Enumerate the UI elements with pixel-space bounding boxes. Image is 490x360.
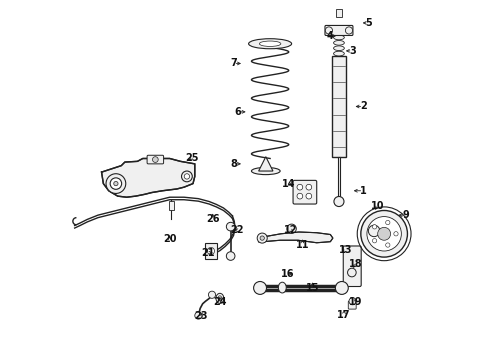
Text: 18: 18 [349, 259, 363, 269]
Text: 14: 14 [282, 179, 295, 189]
Circle shape [334, 197, 344, 207]
Circle shape [368, 225, 380, 237]
Text: 21: 21 [202, 248, 215, 258]
Text: 12: 12 [284, 225, 297, 235]
FancyBboxPatch shape [348, 301, 356, 309]
Ellipse shape [334, 41, 344, 45]
FancyBboxPatch shape [332, 56, 346, 157]
Bar [338, 157, 341, 202]
Circle shape [208, 291, 216, 298]
Text: 2: 2 [360, 102, 367, 112]
Ellipse shape [334, 46, 344, 50]
Ellipse shape [110, 178, 122, 189]
Circle shape [386, 220, 390, 225]
Circle shape [335, 282, 348, 294]
FancyBboxPatch shape [293, 180, 317, 204]
Text: 4: 4 [327, 31, 334, 41]
Ellipse shape [218, 296, 221, 301]
Circle shape [297, 193, 303, 199]
Circle shape [386, 243, 390, 247]
FancyBboxPatch shape [147, 155, 164, 164]
Circle shape [306, 184, 312, 190]
Ellipse shape [251, 167, 280, 175]
FancyBboxPatch shape [205, 243, 217, 259]
Text: 23: 23 [195, 311, 208, 320]
Circle shape [260, 236, 265, 240]
Ellipse shape [106, 174, 126, 193]
Text: 25: 25 [185, 153, 198, 163]
Circle shape [367, 217, 401, 251]
Polygon shape [259, 157, 273, 171]
Ellipse shape [248, 39, 292, 49]
Circle shape [287, 224, 296, 233]
Circle shape [361, 211, 408, 257]
Text: 5: 5 [366, 18, 372, 28]
Circle shape [226, 222, 235, 231]
Polygon shape [101, 158, 195, 197]
FancyBboxPatch shape [336, 9, 342, 17]
Text: 9: 9 [402, 210, 409, 220]
Circle shape [325, 27, 333, 34]
FancyBboxPatch shape [325, 26, 353, 36]
Ellipse shape [181, 171, 192, 182]
Circle shape [345, 27, 353, 34]
Circle shape [394, 231, 398, 236]
Text: 22: 22 [230, 225, 244, 235]
Text: 11: 11 [295, 239, 309, 249]
Circle shape [372, 239, 377, 243]
FancyBboxPatch shape [343, 246, 361, 287]
Circle shape [257, 233, 267, 243]
Circle shape [152, 157, 158, 162]
Polygon shape [259, 232, 333, 243]
Ellipse shape [334, 51, 344, 56]
Text: 8: 8 [230, 159, 237, 169]
Text: 15: 15 [306, 283, 319, 293]
Circle shape [372, 225, 377, 229]
Circle shape [378, 227, 391, 240]
Ellipse shape [278, 282, 286, 293]
Text: 20: 20 [163, 234, 176, 244]
Circle shape [347, 268, 356, 277]
Circle shape [306, 193, 312, 199]
Text: 16: 16 [281, 269, 294, 279]
Ellipse shape [216, 293, 224, 303]
Ellipse shape [114, 181, 118, 186]
Circle shape [207, 247, 215, 255]
Circle shape [254, 282, 267, 294]
Text: 24: 24 [213, 297, 227, 307]
Circle shape [195, 312, 202, 319]
Text: 7: 7 [230, 58, 237, 68]
Circle shape [349, 298, 356, 305]
Ellipse shape [259, 41, 281, 46]
Text: 26: 26 [206, 214, 220, 224]
Circle shape [297, 184, 303, 190]
Text: 19: 19 [349, 297, 363, 307]
Bar [169, 201, 174, 210]
Ellipse shape [184, 174, 190, 179]
Text: 13: 13 [339, 245, 352, 255]
Circle shape [226, 252, 235, 260]
Text: 1: 1 [360, 186, 367, 196]
Text: 17: 17 [337, 310, 350, 320]
Text: 3: 3 [349, 46, 356, 56]
Text: 10: 10 [371, 201, 385, 211]
Text: 6: 6 [234, 107, 241, 117]
Ellipse shape [334, 35, 344, 40]
